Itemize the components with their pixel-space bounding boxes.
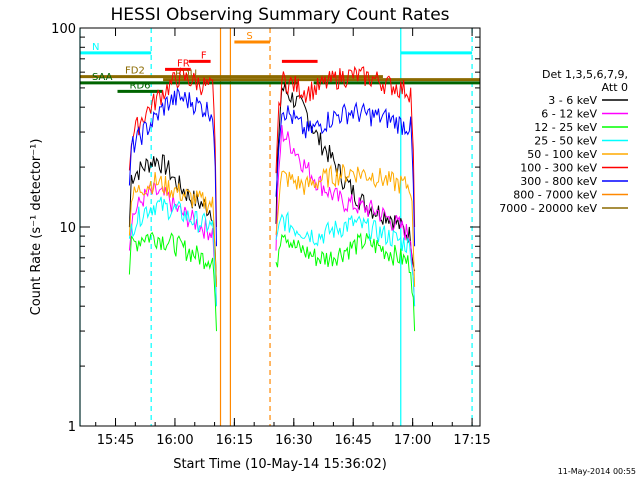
series-line-1 — [128, 125, 416, 307]
series-line-4 — [128, 164, 416, 287]
flag-label-s: S — [246, 31, 252, 42]
series-line-3 — [128, 196, 416, 307]
legend-label-8: 7000 - 20000 keV — [499, 202, 597, 215]
chart-title: HESSI Observing Summary Count Rates — [110, 5, 449, 25]
timestamp: 11-May-2014 00:55 — [558, 467, 636, 476]
legend-label-7: 800 - 7000 keV — [513, 189, 597, 202]
flag-label-saa: SAA — [92, 72, 113, 83]
legend-label-6: 300 - 800 keV — [520, 175, 597, 188]
x-tick-label-1: 16:00 — [156, 433, 193, 448]
flag-label-fr: FR — [177, 58, 190, 69]
flag-label-fd2: FD2 — [125, 66, 145, 77]
y-axis: 1 10 100 — [51, 22, 480, 435]
legend-label-5: 100 - 300 keV — [520, 162, 597, 175]
x-tick-label-5: 17:00 — [394, 433, 431, 448]
legend-label-4: 50 - 100 keV — [527, 148, 597, 161]
x-tick-label-3: 16:30 — [275, 433, 312, 448]
legend-label-2: 12 - 25 keV — [534, 121, 597, 134]
flag-label-f: F — [201, 50, 207, 61]
y-tick-label-0: 1 — [68, 420, 76, 435]
series-line-2 — [128, 231, 416, 332]
legend-label-1: 6 - 12 keV — [541, 108, 597, 121]
x-tick-label-6: 17:15 — [453, 433, 490, 448]
y-tick-label-1: 10 — [59, 221, 76, 236]
x-tick-label-0: 15:45 — [97, 433, 134, 448]
y-axis-label: Count Rate (s⁻¹ detector⁻¹) — [29, 139, 44, 316]
legend-header-1: Att 0 — [602, 81, 628, 94]
series-line-6 — [128, 87, 416, 247]
x-axis: 15:45 16:00 16:15 16:30 16:45 17:00 17:15 — [95, 28, 491, 448]
legend-label-3: 25 - 50 keV — [534, 135, 597, 148]
y-tick-label-2: 100 — [51, 22, 76, 37]
flag-label-n: N — [92, 42, 99, 53]
x-tick-label-2: 16:15 — [216, 433, 253, 448]
x-tick-label-4: 16:45 — [334, 433, 371, 448]
x-axis-label: Start Time (10-May-14 15:36:02) — [173, 457, 387, 472]
flag-label-rd6: RD6 — [130, 80, 151, 91]
legend-header-0: Det 1,3,5,6,7,9, — [542, 68, 628, 81]
legend-label-0: 3 - 6 keV — [548, 94, 597, 107]
